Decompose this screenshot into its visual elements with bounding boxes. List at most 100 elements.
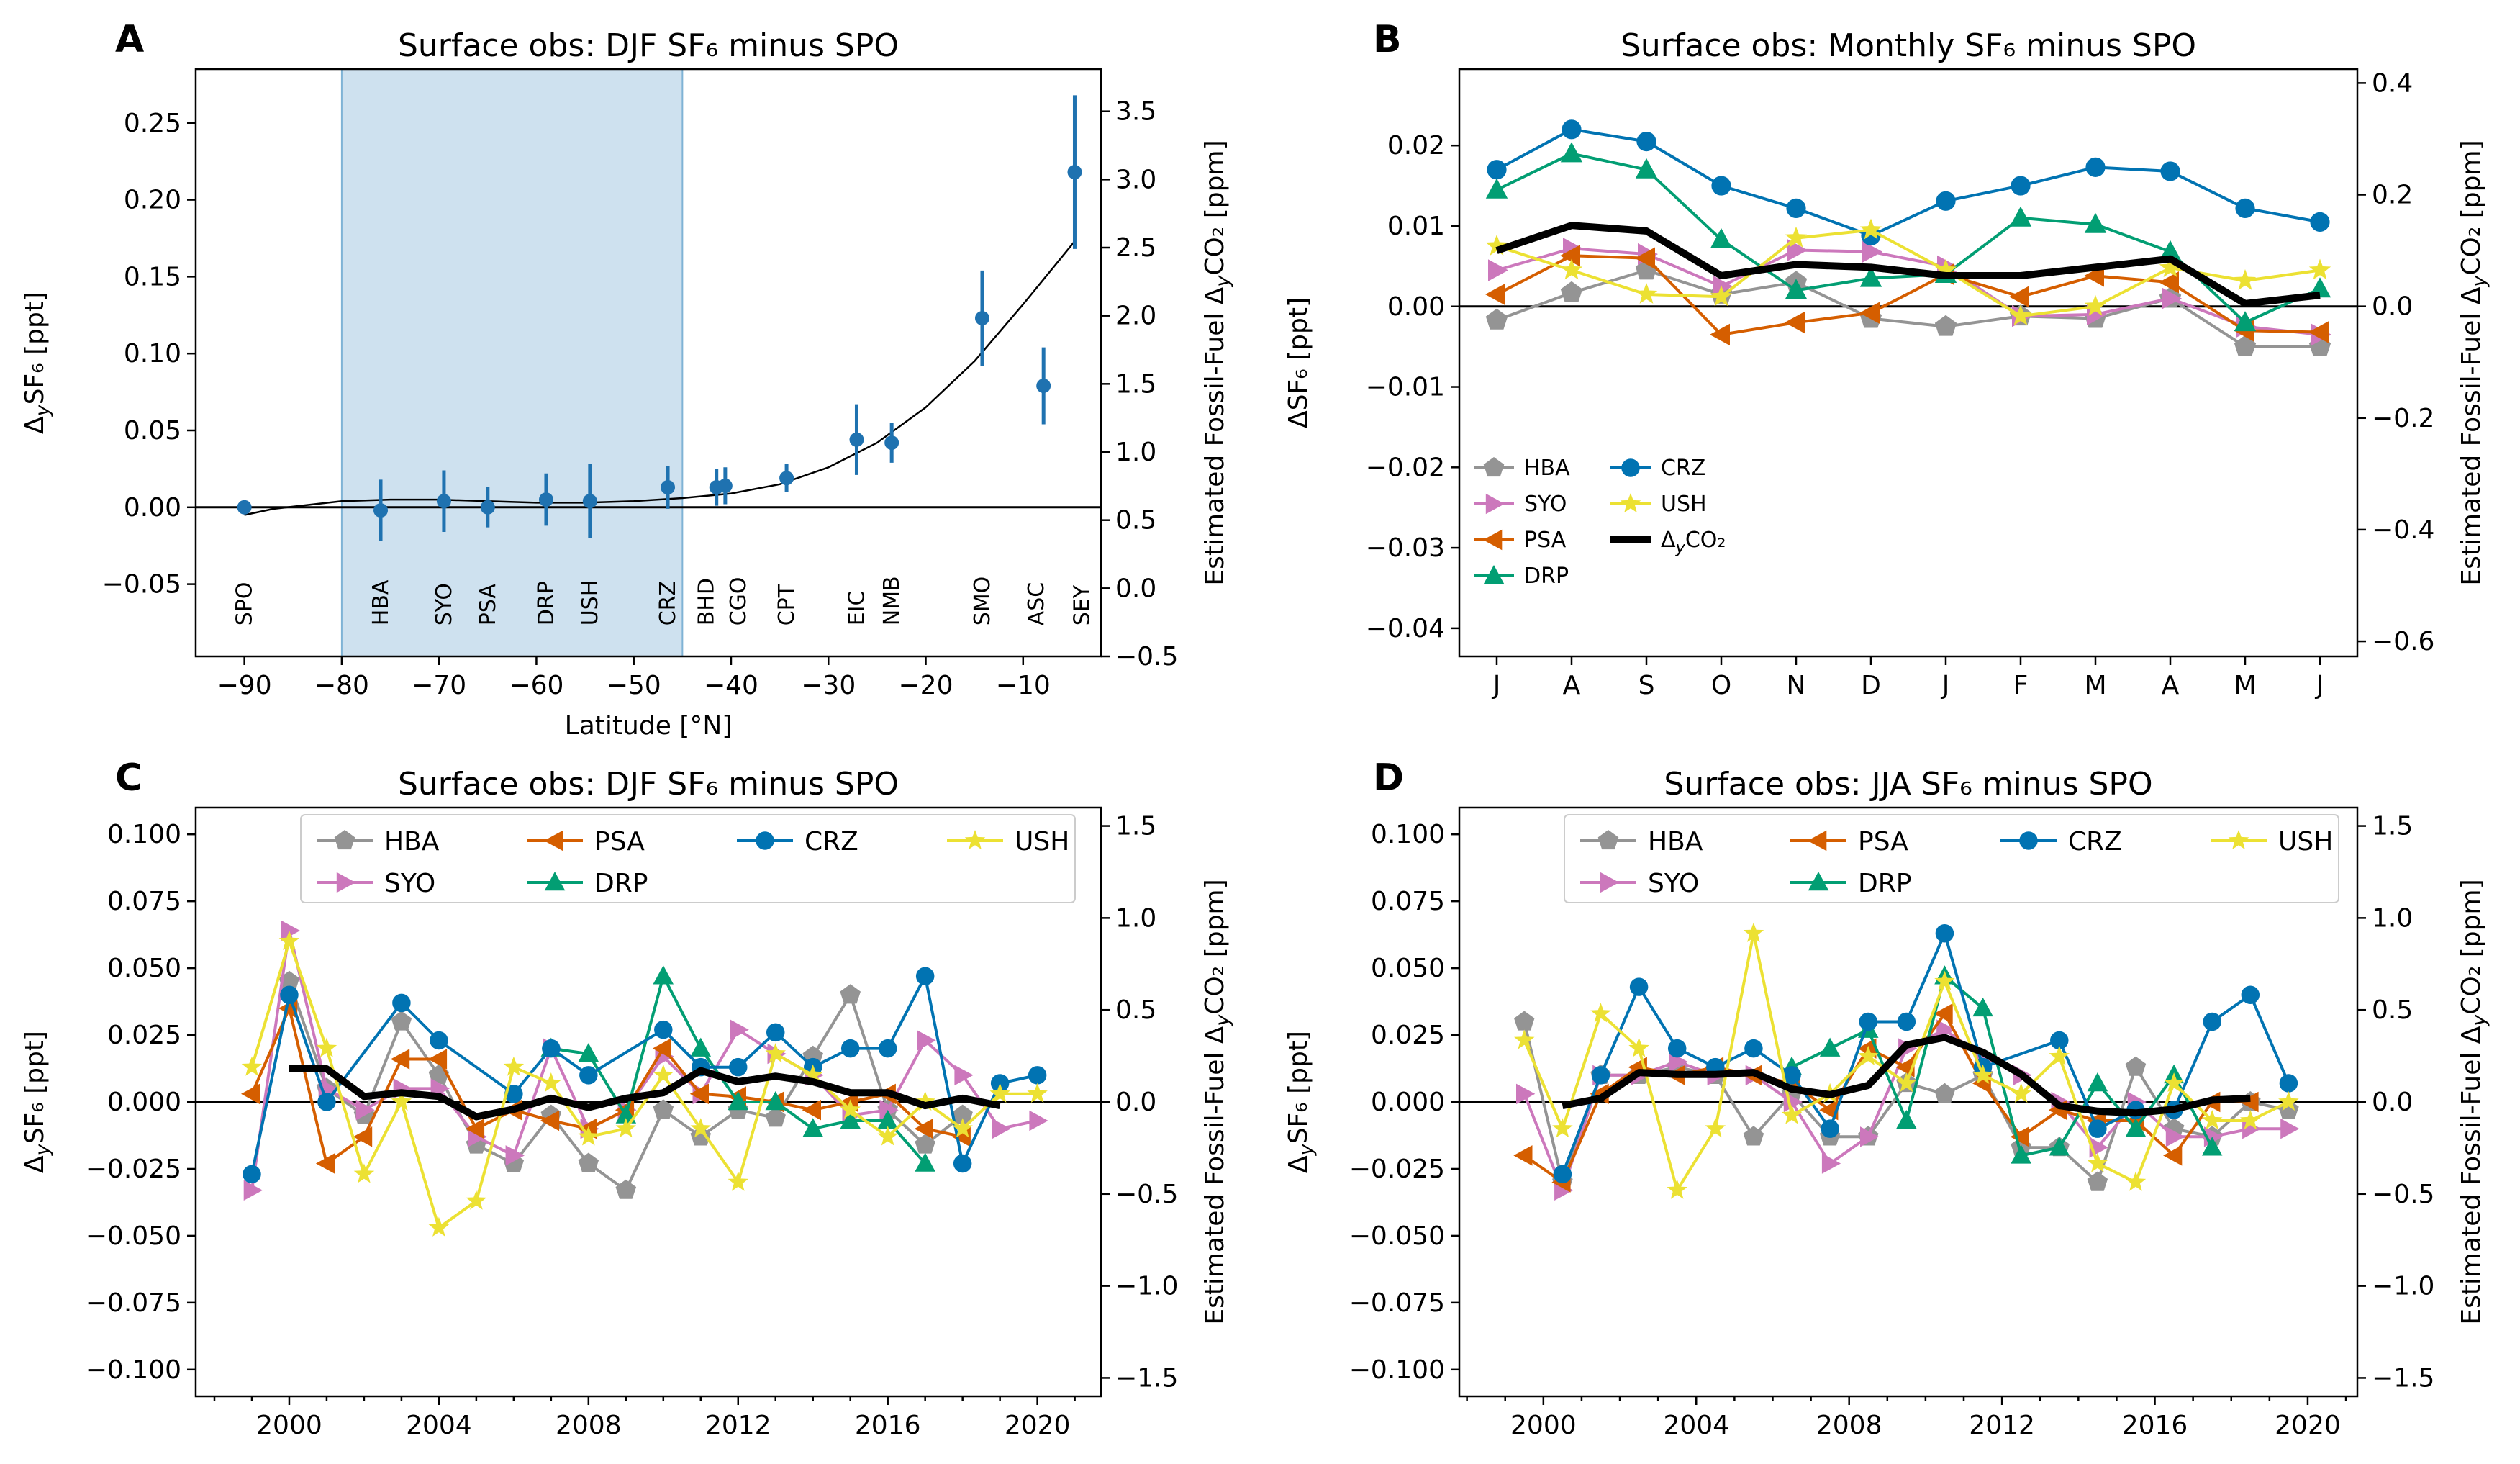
y2-tick-label: 1.0 [2372,903,2413,933]
legend-label: DRP [1858,869,1911,898]
data-point [315,1153,335,1174]
y-tick-label: 0.075 [107,887,181,916]
legend-marker [2228,830,2249,850]
legend-marker [1808,872,1829,891]
data-point [915,1152,935,1172]
y-tick-label: −0.025 [86,1155,181,1184]
data-point [915,967,935,985]
legend-marker [544,830,563,851]
legend-label: CRZ [1661,456,1705,481]
y-tick-label: −0.02 [1366,453,1445,482]
legend-marker [1597,830,1619,850]
data-point [878,1039,897,1058]
data-point [915,1134,935,1154]
data-point-cpt [779,471,794,486]
data-point [2009,286,2029,308]
panel-letter-d: D [1373,756,1404,800]
data-point [914,1118,933,1139]
data-point [1560,245,1580,267]
data-point [391,1011,412,1031]
legend-label: USH [1015,827,1069,857]
data-point [952,1118,973,1138]
y-tick-label: 0.050 [107,954,181,983]
legend-label: PSA [594,827,645,857]
x-tick-label: −60 [509,671,563,700]
data-point [390,1049,410,1070]
station-label-hba: HBA [368,579,394,625]
x-tick-label: J [1492,671,1501,700]
data-point [2234,311,2257,332]
data-point [1711,176,1731,196]
data-point [2011,1144,2031,1164]
y2-tick-label: 1.5 [2372,812,2413,841]
series-yco [1562,1034,2251,1117]
y-tick-label: −0.075 [1349,1288,1445,1318]
data-point [765,1107,786,1127]
panel-b: J A S O N D J F M A M J −0.04 −0.03 −0.02 −0.01 0.00 0.01… [1284,27,2490,700]
data-point [2160,161,2180,181]
data-point-eic [849,432,864,447]
data-point [690,1118,711,1138]
data-point [952,1104,973,1124]
legend-label: HBA [1648,827,1703,857]
y-tick-label: 0.075 [1371,887,1445,916]
panel-letter-c: C [115,756,142,800]
data-point-drp [538,492,553,507]
series-syo [1488,238,2331,346]
data-point-asc [1036,379,1051,394]
data-point [1487,160,1507,180]
series-ush [241,930,1048,1237]
y-tick-label: −0.050 [86,1221,181,1251]
legend-marker [1485,493,1505,515]
legend-label: PSA [1858,827,1908,857]
y2-tick-label: −0.5 [1115,1180,1178,1209]
data-point [1819,1037,1841,1057]
data-point [954,1065,974,1086]
legend-marker [336,872,355,893]
y2-tick-label: 0.4 [2372,68,2413,98]
legend: HBA SYO PSA DRP CRZ USH ΔyCO₂ [1474,456,1726,589]
data-point [1972,1064,1993,1084]
y2-tick-label: −1.0 [2372,1272,2434,1301]
data-point [540,1072,562,1093]
data-point [615,1104,637,1124]
panel-letter-b: B [1373,18,1402,61]
data-point [1635,247,1655,269]
x-tick-label: O [1711,671,1731,700]
data-point-spo [237,500,252,515]
data-point [1934,315,1957,336]
y2-tick-label: −0.5 [1115,642,1178,672]
y2-tick-label: 1.5 [1115,812,1156,841]
data-point [465,1118,485,1139]
data-point-syo [436,494,451,509]
data-point [2050,1031,2069,1050]
x-tick-label: 2004 [1663,1411,1729,1440]
legend-label: HBA [1524,456,1570,481]
data-point-crz [661,480,676,495]
y2-tick-label: 0.0 [2372,292,2413,322]
data-point [542,1039,561,1058]
legend-marker [1808,830,1827,851]
data-point [689,1083,709,1105]
data-point [1485,283,1505,306]
station-label-smo: SMO [970,577,995,626]
series-line [1496,247,2321,336]
legend-marker [1621,458,1640,477]
data-point [1744,1039,1763,1058]
station-label-asc: ASC [1024,582,1049,626]
x-tick-label: −80 [314,671,369,700]
data-point [615,1118,637,1138]
data-point [1516,1083,1536,1105]
data-point [1027,1083,1048,1103]
y2-tick-label: 1.0 [1115,438,1156,467]
x-tick-label: −90 [217,671,272,700]
series-line [1496,152,2321,325]
data-point [2084,294,2107,316]
data-point-nmb [884,435,899,451]
data-point [992,1118,1011,1139]
series-yco [289,1065,1001,1121]
legend-marker [756,831,774,850]
x-tick-label: 2016 [2122,1411,2188,1440]
x-tick-label: 2000 [1510,1411,1577,1440]
legend-marker [544,872,566,891]
